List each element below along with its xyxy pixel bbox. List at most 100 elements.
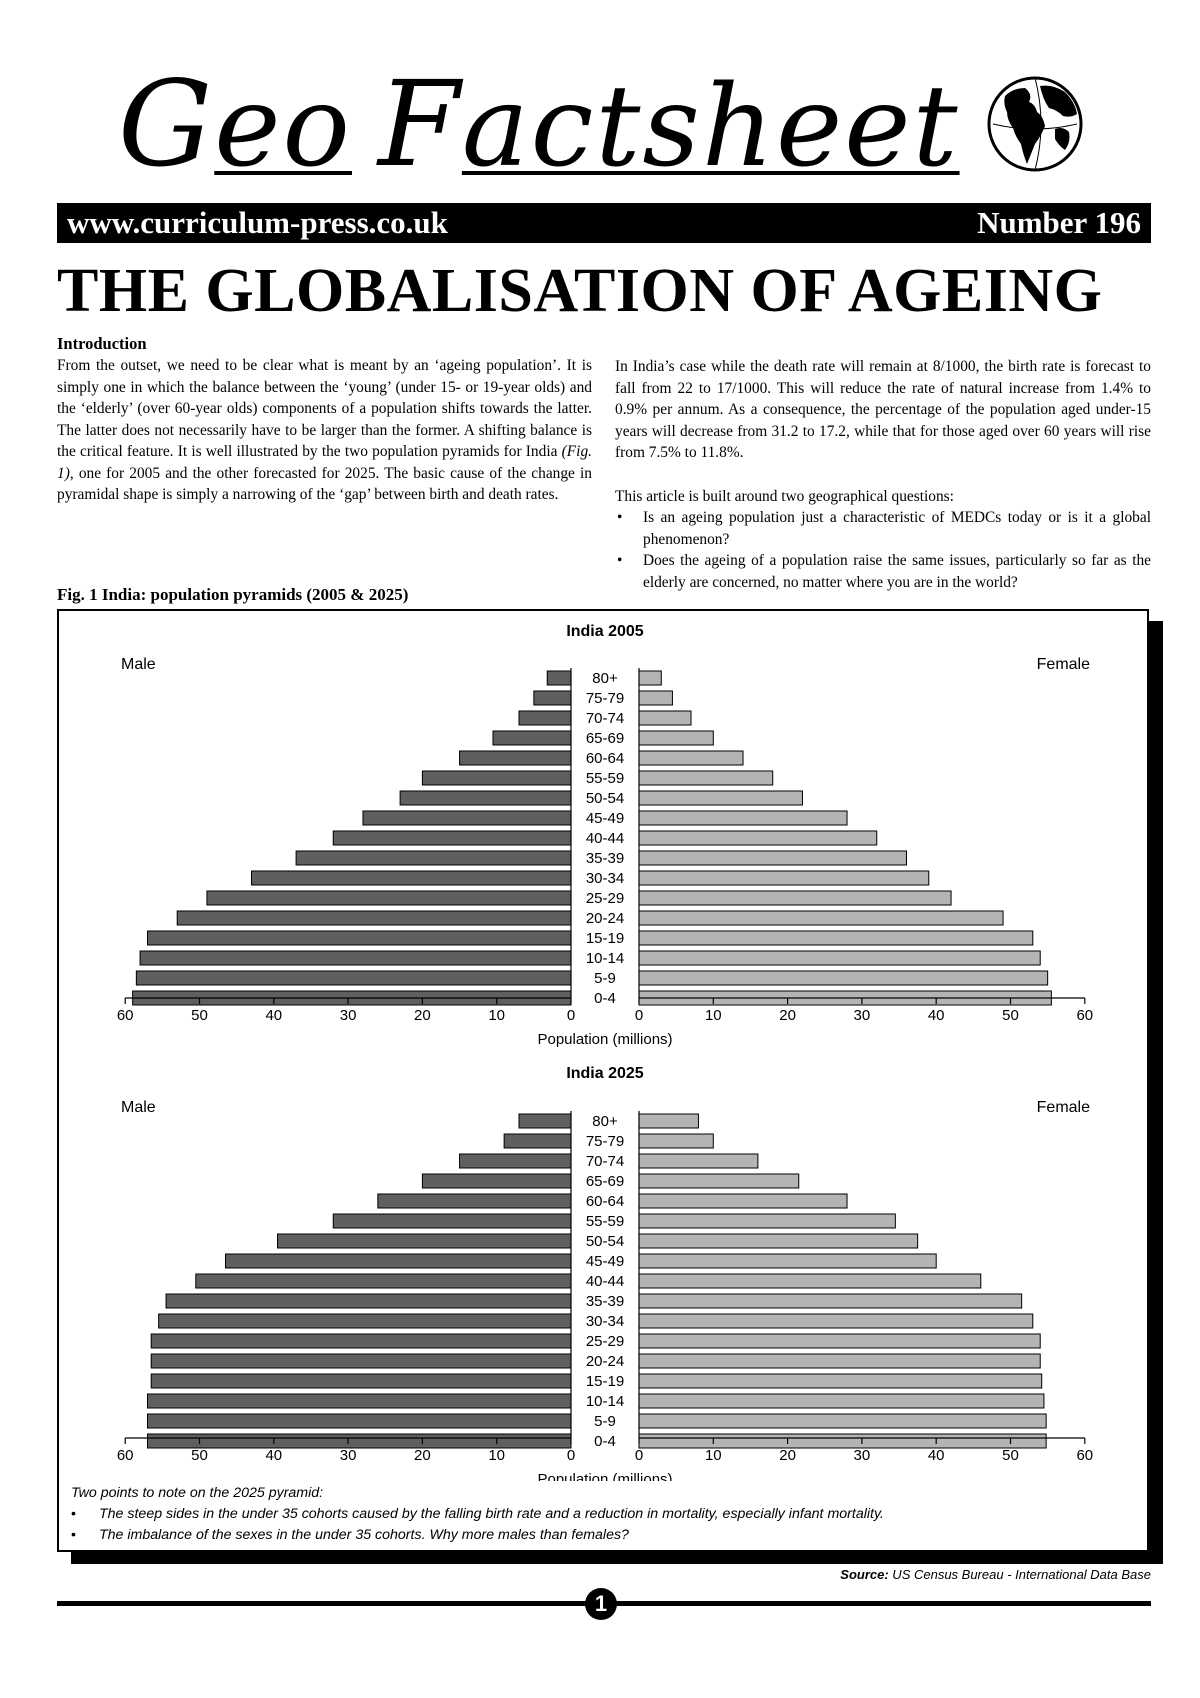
- age-group-label: 35-39: [586, 1293, 624, 1310]
- male-tick-label: 40: [265, 1447, 282, 1464]
- chart-title: India 2005: [566, 623, 643, 640]
- age-group-label: 80+: [592, 670, 618, 687]
- female-bar: [638, 730, 714, 746]
- male-tick-label: 60: [117, 1447, 134, 1464]
- age-group-label: 50-54: [586, 1233, 624, 1250]
- age-group-label: 30-34: [586, 870, 624, 887]
- age-group-label: 30-34: [586, 1313, 624, 1330]
- chart-title: India 2025: [566, 1065, 643, 1082]
- age-group-label: 0-4: [594, 1433, 616, 1450]
- right-label-female: Female: [1037, 656, 1090, 673]
- age-group-label: 25-29: [586, 890, 624, 907]
- female-bar: [638, 710, 692, 726]
- male-bar: [533, 690, 572, 706]
- age-group-label: 65-69: [586, 730, 624, 747]
- female-tick-label: 50: [1002, 1007, 1019, 1024]
- female-bar: [638, 810, 848, 826]
- male-tick-label: 40: [265, 1007, 282, 1024]
- male-tick-label: 10: [488, 1447, 505, 1464]
- article-title: THE GLOBALISATION OF AGEING: [57, 257, 1103, 325]
- female-bar: [638, 890, 952, 906]
- male-bar: [139, 950, 572, 966]
- female-bar: [638, 1393, 1045, 1409]
- note-item: The steep sides in the under 35 cohorts …: [71, 1504, 1131, 1525]
- age-group-label: 45-49: [586, 810, 624, 827]
- female-bar: [638, 870, 930, 886]
- male-bar: [362, 810, 572, 826]
- male-tick-label: 30: [340, 1447, 357, 1464]
- age-group-label: 45-49: [586, 1253, 624, 1270]
- age-group-label: 55-59: [586, 1213, 624, 1230]
- female-tick-label: 50: [1002, 1447, 1019, 1464]
- age-group-label: 40-44: [586, 830, 624, 847]
- female-bar: [638, 1273, 982, 1289]
- right-column: In India’s case while the death rate wil…: [615, 356, 1151, 593]
- age-group-label: 5-9: [594, 1413, 616, 1430]
- left-label-male: Male: [121, 656, 156, 673]
- questions-list: Is an ageing population just a character…: [615, 507, 1151, 593]
- note-item: The imbalance of the sexes in the under …: [71, 1525, 1131, 1546]
- male-bar: [421, 770, 572, 786]
- questions-intro: This article is built around two geograp…: [615, 487, 954, 505]
- female-tick-label: 10: [705, 1447, 722, 1464]
- male-bar: [146, 1393, 572, 1409]
- female-bar: [638, 1153, 759, 1169]
- male-bar: [195, 1273, 572, 1289]
- age-group-label: 80+: [592, 1113, 618, 1130]
- figure-caption: Fig. 1 India: population pyramids (2005 …: [57, 585, 409, 604]
- left-column: Introduction From the outset, we need to…: [57, 333, 592, 506]
- question-item: Is an ageing population just a character…: [615, 507, 1151, 550]
- age-group-label: 20-24: [586, 910, 624, 927]
- male-tick-label: 10: [488, 1007, 505, 1024]
- introduction-paragraph: From the outset, we need to be clear wha…: [57, 357, 592, 503]
- male-tick-label: 0: [567, 1007, 575, 1024]
- female-tick-label: 0: [635, 1007, 643, 1024]
- female-bar: [638, 950, 1041, 966]
- issue-number: Number 196: [977, 205, 1141, 240]
- male-tick-label: 20: [414, 1447, 431, 1464]
- male-bar: [377, 1193, 572, 1209]
- header-bar: www.curriculum-press.co.uk Number 196: [57, 203, 1151, 243]
- male-tick-label: 50: [191, 1447, 208, 1464]
- male-bar: [399, 790, 572, 806]
- notes-heading: Two points to note on the 2025 pyramid:: [71, 1485, 324, 1501]
- india-paragraph: In India’s case while the death rate wil…: [615, 358, 1151, 461]
- age-group-label: 15-19: [586, 1373, 624, 1390]
- age-group-label: 70-74: [586, 1153, 624, 1170]
- age-group-label: 50-54: [586, 790, 624, 807]
- age-group-label: 25-29: [586, 1333, 624, 1350]
- female-bar: [638, 1253, 937, 1269]
- male-bar: [546, 670, 572, 686]
- male-tick-label: 60: [117, 1007, 134, 1024]
- male-bar: [146, 1413, 572, 1429]
- female-tick-label: 20: [779, 1447, 796, 1464]
- male-bar: [176, 910, 572, 926]
- figure-box: India 2005 Male Female 80+ 75-79 70-74 65-69 60…: [57, 609, 1149, 1552]
- age-group-label: 40-44: [586, 1273, 624, 1290]
- female-bar: [638, 930, 1034, 946]
- female-bar: [638, 1113, 699, 1129]
- age-group-label: 75-79: [586, 1133, 624, 1150]
- male-bar: [150, 1373, 572, 1389]
- male-bar: [146, 1433, 572, 1449]
- figure-source: Source: US Census Bureau - International…: [840, 1567, 1151, 1582]
- male-bar: [251, 870, 572, 886]
- age-group-label: 15-19: [586, 930, 624, 947]
- female-tick-label: 0: [635, 1447, 643, 1464]
- female-bar: [638, 770, 774, 786]
- x-axis-label: Population (millions): [537, 1031, 672, 1048]
- male-bar: [150, 1353, 572, 1369]
- male-tick-label: 20: [414, 1007, 431, 1024]
- brand-word-factsheet: Factsheet: [377, 55, 960, 193]
- male-bar: [459, 1153, 572, 1169]
- x-axis-label: Population (millions): [537, 1471, 672, 1481]
- female-bar: [638, 1193, 848, 1209]
- male-bar: [421, 1173, 572, 1189]
- website-url[interactable]: www.curriculum-press.co.uk: [67, 205, 448, 240]
- masthead-logo: Geo Factsheet: [118, 55, 960, 193]
- female-bar: [638, 1333, 1041, 1349]
- left-label-male: Male: [121, 1099, 156, 1116]
- age-group-label: 20-24: [586, 1353, 624, 1370]
- female-bar: [638, 830, 878, 846]
- female-bar: [638, 910, 1004, 926]
